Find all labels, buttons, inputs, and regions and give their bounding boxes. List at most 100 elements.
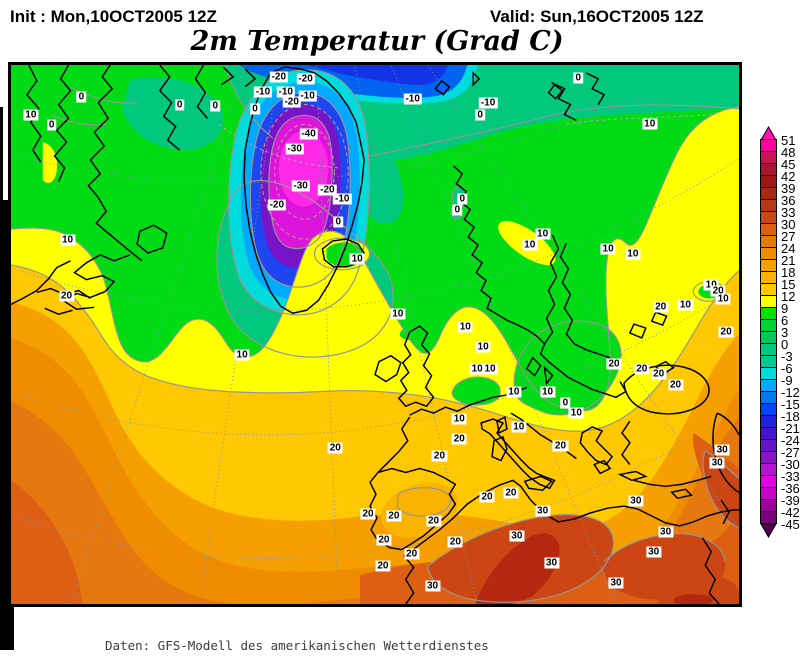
contour-label: 0 [250,103,260,114]
colorbar-value-label: -36 [781,481,800,496]
colorbar-value-label: 39 [781,181,796,196]
colorbar-value-label: -45 [781,517,800,532]
page-title: 2m Temperatur (Grad C) [190,26,564,57]
contour-label: 20 [479,491,495,503]
contour-label: -30 [291,180,310,192]
contour-label: 0 [573,72,584,84]
contour-label: 10 [349,253,365,265]
valid-time-label: Valid: Sun,16OCT2005 12Z [490,7,704,26]
colorbar-value-label: -15 [781,397,800,412]
contour-label: 0 [457,193,468,204]
contour-label: 10 [715,293,731,305]
contour-label: 20 [375,560,391,572]
contour-label: 0 [333,216,344,228]
contour-label: 20 [360,508,376,520]
contour-label: 10 [451,413,467,425]
colorbar-value-label: -39 [781,493,800,508]
colorbar-value-label: 36 [781,193,796,208]
temperature-map: -20 -20 -10 -10 -10 -20 0 0 0 0 10 0 -40 -30 -30 -20 -10… [8,62,742,607]
contour-label: 30 [646,546,662,558]
contour-label: 30 [535,505,551,517]
contour-label: 30 [608,577,624,589]
contour-label: 20 [653,301,669,313]
init-time-label: Init : Mon,10OCT2005 12Z [10,7,217,26]
colorbar-value-label: 21 [781,253,796,268]
colorbar-value-label: 51 [781,133,796,148]
contour-label-layer: -20 -20 -10 -10 -10 -20 0 0 0 0 10 0 -40 -30 -30 -20 -10… [11,65,739,604]
colorbar-value-label: -21 [781,421,800,436]
colorbar-value-label: -9 [781,373,793,388]
colorbar-value-label: -27 [781,445,800,460]
contour-label: 10 [677,299,693,311]
colorbar-value-label: 42 [781,169,796,184]
colorbar-value-label: 33 [781,205,796,220]
contour-label: 20 [425,515,442,527]
contour-label: 10 [469,363,485,375]
contour-label: 10 [457,321,473,333]
colorbar-value-label: 24 [781,241,796,256]
contour-label: 30 [658,526,674,538]
contour-label: 10 [511,421,527,433]
contour-label: 0 [452,204,463,216]
contour-label: 0 [475,109,485,121]
colorbar-value-label: 3 [781,325,789,340]
contour-label: 10 [506,386,522,398]
contour-label: 30 [509,530,525,542]
contour-label: 10 [23,109,39,121]
colorbar-value-label: -33 [781,469,800,484]
contour-label: 20 [376,534,392,546]
colorbar-value-label: 0 [781,337,789,352]
contour-label: -20 [269,71,289,83]
grid-layer [11,65,739,604]
contour-label: -20 [267,199,287,211]
contour-label: -20 [296,73,315,85]
contour-label: 20 [503,487,519,499]
colorbar-value-label: 6 [781,313,789,328]
contour-label: 20 [606,358,622,370]
contour-label: 20 [431,450,448,462]
contour-label: -10 [333,193,352,204]
contour-label: -10 [276,86,295,98]
contour-label: 20 [634,363,650,375]
contour-label: 30 [543,557,560,569]
contour-label: 30 [424,580,441,592]
contour-label: 10 [540,386,556,398]
contour-label: 10 [482,363,498,375]
footer-data-source: Daten: GFS-Modell des amerikanischen Wet… [105,638,489,653]
colorbar-bottom-arrow-icon [760,523,777,538]
contour-label: 0 [210,100,221,112]
contour-label: 20 [447,536,463,548]
contour-label: 10 [475,341,491,353]
contour-label: 10 [703,279,719,291]
contour-label: 20 [404,548,420,560]
contour-label: 30 [714,444,730,456]
contour-label: 0 [174,99,185,111]
contour-label: 0 [560,397,571,409]
contour-label: -10 [298,90,317,102]
colorbar-value-label: 48 [781,145,796,160]
colorbar-value-label: 12 [781,289,796,304]
colorbar-value-label: -6 [781,361,793,376]
contour-label: 20 [327,442,343,454]
contour-label: -40 [299,128,318,140]
contour-label: -10 [253,86,273,98]
contour-label: -20 [282,96,301,108]
contour-label: 10 [59,234,76,246]
contour-label: 20 [386,510,402,522]
contour-label: -20 [318,184,337,196]
colorbar-value-label: -18 [781,409,800,424]
contour-label: 20 [58,290,75,302]
contour-label: -10 [478,97,498,109]
colorbar-value-label: 45 [781,157,796,172]
contour-label: -30 [285,143,304,155]
contour-label: 10 [568,407,584,419]
contour-label: -10 [403,93,422,105]
contour-label: 0 [46,119,57,131]
colorbar-value-label: 30 [781,217,796,232]
contour-label: 10 [600,243,616,255]
contour-label: 0 [76,91,87,103]
colorbar-value-label: 27 [781,229,796,244]
contour-label: 20 [451,433,467,445]
footer-credits: Daten: GFS-Modell des amerikanischen Wet… [105,610,489,658]
